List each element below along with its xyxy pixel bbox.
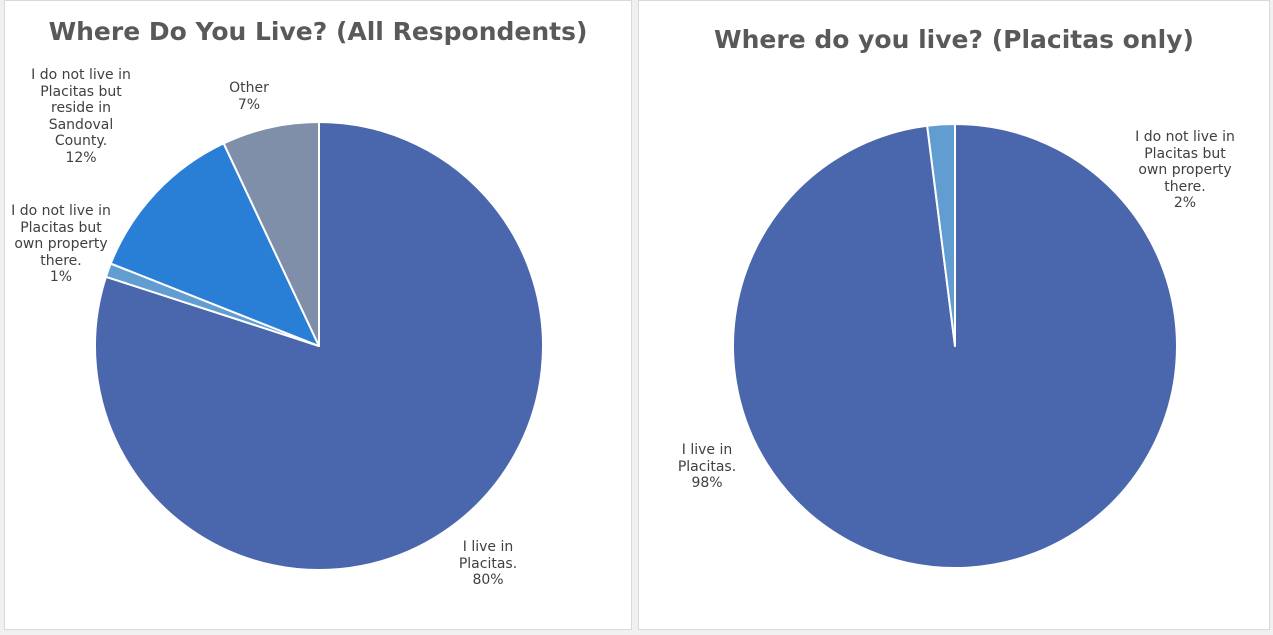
data-label-category-line: County.	[54, 133, 108, 149]
data-label-value: 12%	[65, 149, 97, 166]
data-label-category-line: own property	[1138, 162, 1232, 178]
data-label-category-line: Other	[229, 80, 269, 96]
data-label-value: 1%	[49, 269, 73, 285]
pie-chart-all-respondents	[94, 121, 544, 571]
data-label-i-live-in-placitas: I live in Placitas. 98%	[632, 442, 782, 492]
data-label-category-line: there.	[1164, 178, 1206, 195]
data-label-category-line: reside in	[51, 100, 111, 116]
data-label-i-live-in-placitas: I live in Placitas. 80%	[413, 539, 563, 589]
data-label-category-line: I live in	[462, 539, 514, 555]
data-label-category-line: own property	[14, 236, 108, 252]
data-label-value: 2%	[1173, 195, 1197, 211]
data-label-category-line: Placitas but	[1144, 145, 1226, 162]
data-label-category-line: I do not live in	[1135, 129, 1235, 145]
chart-panel-all-respondents: Where Do You Live? (All Respondents) I l…	[4, 0, 632, 630]
data-label-category-line: I do not live in	[11, 203, 111, 219]
data-label-category-line: Placitas.	[458, 555, 518, 572]
data-label-category-line: there.	[40, 252, 82, 269]
data-label-value: 7%	[237, 96, 261, 113]
pie-slice-other	[222, 121, 320, 347]
chart-title: Where Do You Live? (All Respondents)	[48, 17, 588, 46]
data-label-value: 98%	[691, 475, 723, 491]
data-label-category-line: I do not live in	[31, 67, 131, 83]
data-label-value: 80%	[472, 572, 504, 588]
data-label-i-do-not-live-in-placitas-but-own-property-there: I do not live in Placitas but own property…	[0, 203, 136, 286]
data-label-category-line: Placitas.	[677, 458, 737, 475]
data-label-i-do-not-live-in-placitas-but-reside-in-sandoval-county: I do not live in Placitas but reside in San…	[6, 67, 156, 166]
data-label-category-line: Placitas but	[40, 83, 122, 100]
pie-slice-i-do-not-live-in-placitas-but-own-property-there	[926, 123, 956, 347]
chart-panel-placitas-only: Where do you live? (Placitas only) I liv…	[638, 0, 1270, 630]
data-label-category-line: I live in	[681, 442, 733, 458]
pie-slice-i-do-not-live-in-placitas-but-reside-in-sandoval-county	[109, 142, 320, 347]
data-label-other: Other 7%	[174, 80, 324, 113]
chart-title: Where do you live? (Placitas only)	[714, 25, 1194, 54]
data-label-category-line: Placitas but	[20, 219, 102, 236]
data-label-category-line: Sandoval	[48, 116, 114, 133]
data-label-i-do-not-live-in-placitas-but-own-property-there: I do not live in Placitas but own property…	[1110, 129, 1260, 212]
pie-chart-placitas-only	[732, 123, 1178, 569]
